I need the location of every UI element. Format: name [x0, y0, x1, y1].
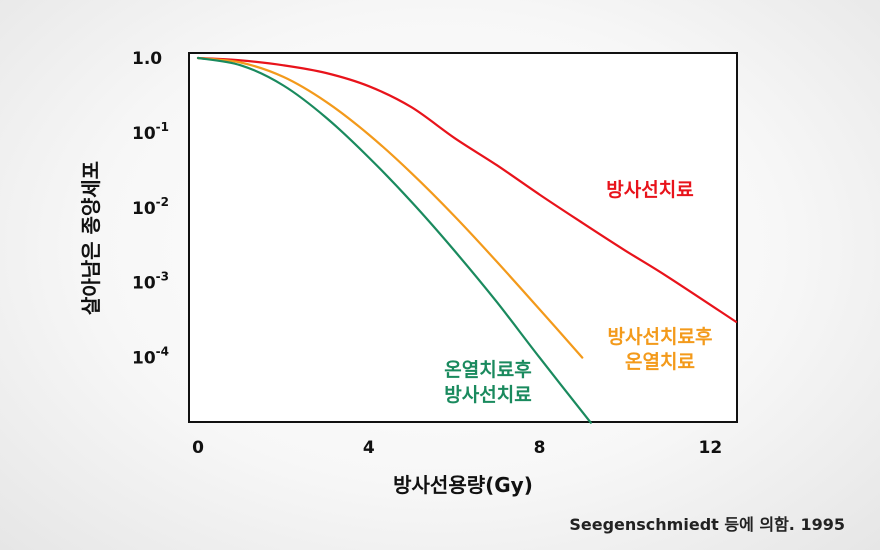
- y-axis-label: 살아남은 종양세포: [79, 161, 103, 315]
- series-line-2: [196, 56, 584, 359]
- y-tick-label: 10-4: [132, 345, 169, 369]
- series-label-2: 방사선치료후: [608, 326, 713, 348]
- y-tick-labels: 1.0 10-1 10-2 10-3 10-4: [132, 49, 169, 369]
- x-tick-label: 4: [363, 438, 375, 458]
- x-tick-label: 8: [534, 438, 546, 458]
- source-note: Seegenschmiedt 등에 의함. 1995: [569, 515, 845, 534]
- x-tick-labels: 0 4 8 12: [192, 438, 722, 458]
- series-label-3: 온열치료후: [444, 359, 531, 381]
- series-layer: [196, 56, 738, 424]
- x-tick-label: 12: [699, 438, 723, 458]
- y-tick-label: 10-3: [132, 270, 169, 294]
- series-label-3: 방사선치료: [444, 384, 531, 406]
- series-line-3: [196, 56, 592, 424]
- series-label-1: 방사선치료: [606, 179, 693, 201]
- series-label-2: 온열치료: [625, 351, 695, 373]
- y-tick-label: 10-2: [132, 195, 169, 219]
- y-tick-label: 1.0: [132, 49, 162, 69]
- series-line-1: [196, 56, 738, 323]
- x-axis-label: 방사선용량(Gy): [393, 473, 533, 497]
- x-tick-label: 0: [192, 438, 204, 458]
- plot-frame: [188, 52, 738, 423]
- y-tick-label: 10-1: [132, 120, 169, 144]
